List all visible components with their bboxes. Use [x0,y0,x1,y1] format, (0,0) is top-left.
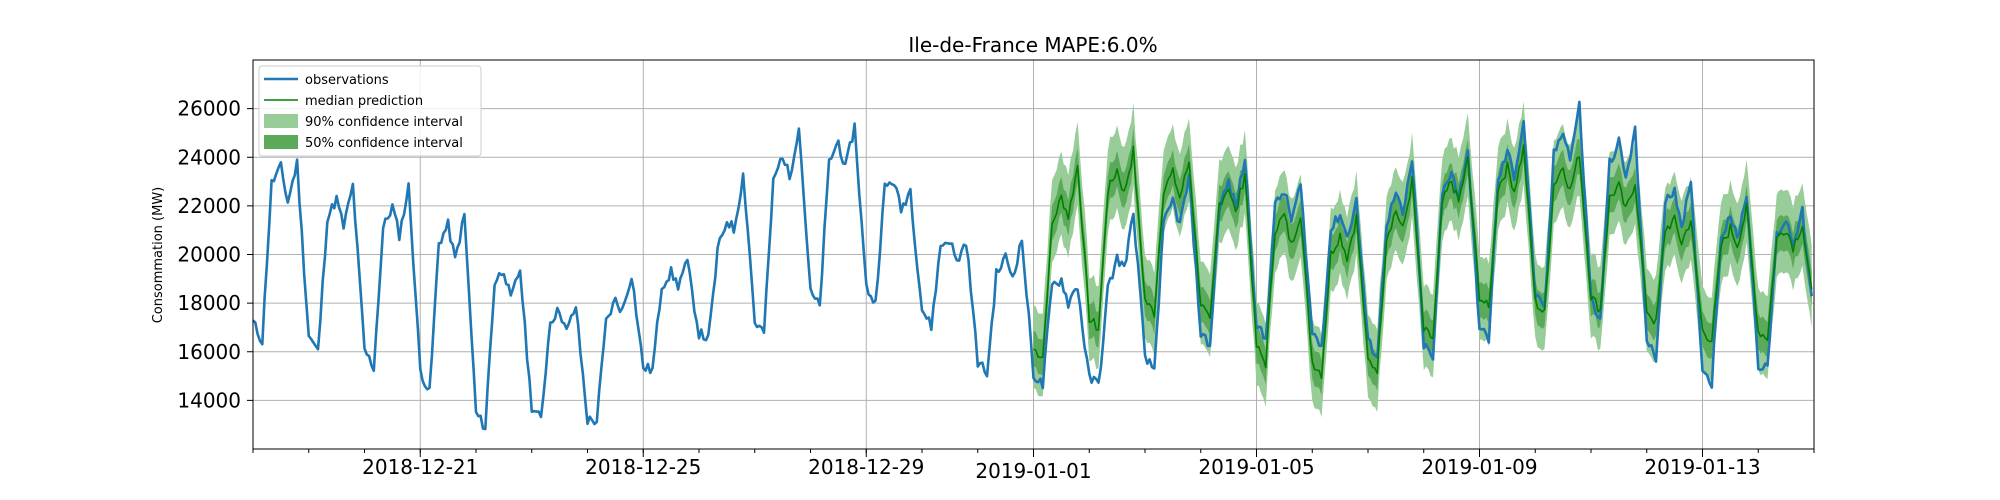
legend-box [258,65,482,157]
x-tick-label: 2018-12-25 [585,455,701,479]
band-50-confidence [1033,126,1812,396]
legend: observations median prediction 90% confide… [258,65,482,157]
y-tick-label: 16000 [177,340,241,364]
legend-label: median prediction [305,94,423,109]
x-axis: 2018-12-21 2018-12-25 2018-12-29 2019-01-01… [252,449,1815,483]
legend-label: observations [305,73,389,88]
legend-label: 50% confidence interval [305,136,463,151]
observations-series [252,100,1813,431]
median-prediction-line [1033,144,1813,380]
y-tick-label: 24000 [177,145,241,169]
y-tick-label: 18000 [177,291,241,315]
chart-title: Ile-de-France MAPE:6.0% [908,33,1157,57]
legend-band-swatch [264,114,298,128]
y-tick-label: 26000 [177,97,241,121]
y-tick-label: 14000 [177,388,241,412]
x-tick-label: 2019-01-01 [975,459,1091,483]
y-axis-label: Consommation (MW) [151,187,166,324]
x-tick-label: 2018-12-21 [362,455,478,479]
legend-label: 90% confidence interval [305,115,463,130]
y-tick-label: 20000 [177,243,241,267]
observations-line [252,100,1813,431]
median-prediction-series [1033,144,1813,380]
y-tick-label: 22000 [177,194,241,218]
x-tick-label: 2018-12-29 [808,455,924,479]
y-axis: 14000 16000 18000 20000 22000 24000 26000 [177,97,253,412]
x-tick-label: 2019-01-09 [1421,455,1537,479]
x-tick-label: 2019-01-13 [1644,455,1760,479]
x-tick-label: 2019-01-05 [1198,455,1314,479]
band-50-area [1033,126,1812,396]
legend-band-swatch [264,135,298,149]
